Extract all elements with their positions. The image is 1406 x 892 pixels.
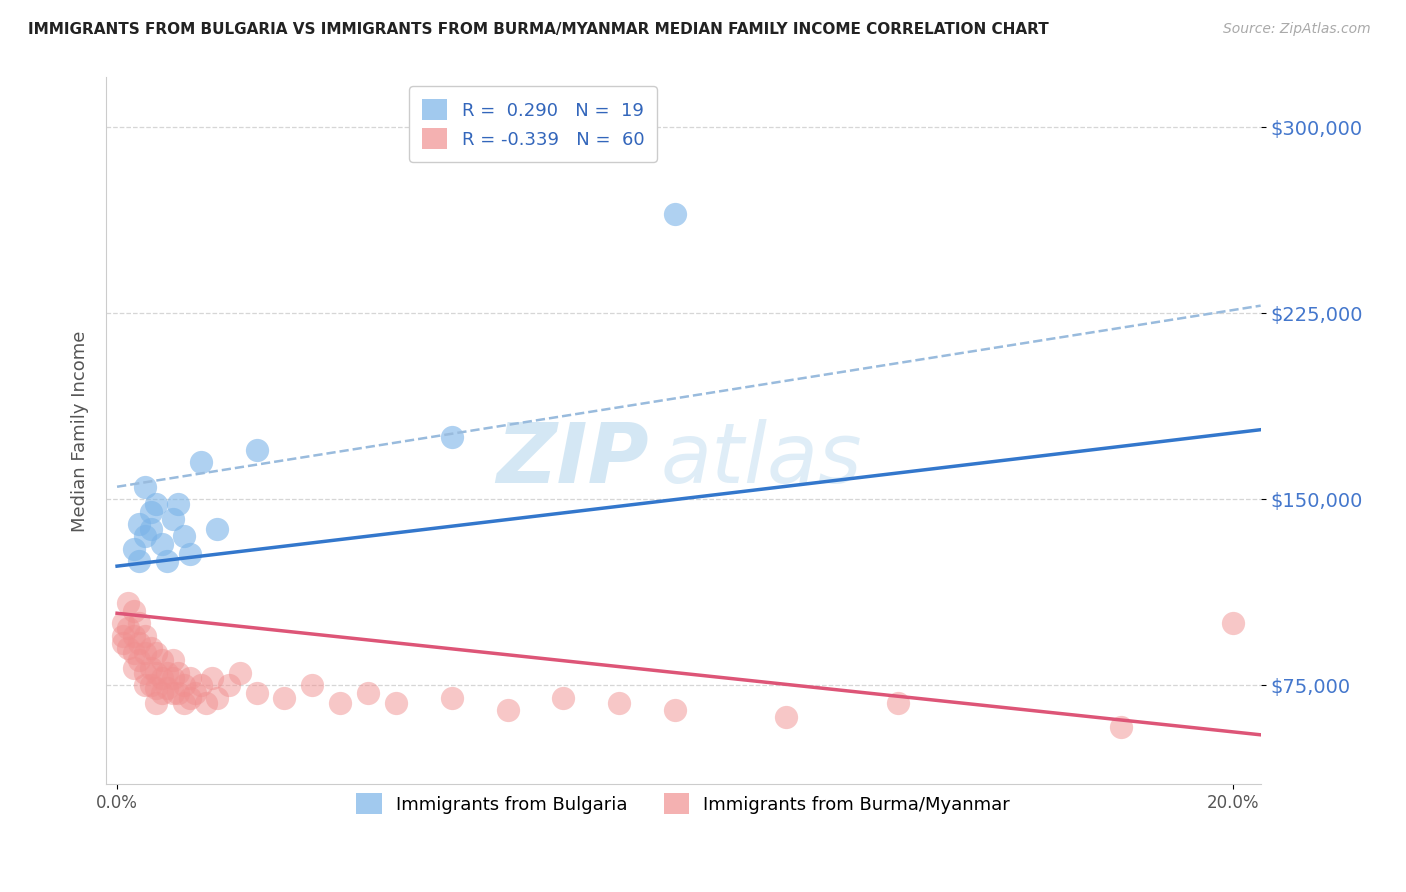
Point bbox=[128, 616, 150, 631]
Point bbox=[162, 671, 184, 685]
Point bbox=[207, 522, 229, 536]
Point bbox=[357, 686, 380, 700]
Point bbox=[201, 671, 224, 685]
Point bbox=[139, 678, 162, 692]
Point bbox=[167, 665, 190, 680]
Point bbox=[162, 653, 184, 667]
Point bbox=[162, 686, 184, 700]
Point bbox=[156, 665, 179, 680]
Point bbox=[173, 696, 195, 710]
Point bbox=[301, 678, 323, 692]
Point bbox=[385, 696, 408, 710]
Point bbox=[122, 629, 145, 643]
Point bbox=[190, 678, 212, 692]
Point bbox=[179, 547, 201, 561]
Point bbox=[775, 710, 797, 724]
Point bbox=[111, 636, 134, 650]
Point bbox=[145, 681, 167, 695]
Point bbox=[195, 696, 218, 710]
Point bbox=[1222, 616, 1244, 631]
Point bbox=[117, 621, 139, 635]
Point bbox=[150, 653, 173, 667]
Point bbox=[139, 640, 162, 655]
Point bbox=[139, 661, 162, 675]
Point bbox=[128, 636, 150, 650]
Point bbox=[122, 541, 145, 556]
Point bbox=[134, 480, 156, 494]
Point bbox=[122, 646, 145, 660]
Point bbox=[496, 703, 519, 717]
Point bbox=[664, 703, 686, 717]
Text: ZIP: ZIP bbox=[496, 418, 648, 500]
Point bbox=[173, 529, 195, 543]
Point bbox=[134, 665, 156, 680]
Point bbox=[553, 690, 575, 705]
Point bbox=[145, 646, 167, 660]
Point bbox=[150, 671, 173, 685]
Point bbox=[245, 686, 267, 700]
Point bbox=[167, 686, 190, 700]
Point bbox=[134, 646, 156, 660]
Point bbox=[156, 554, 179, 568]
Point bbox=[150, 686, 173, 700]
Point bbox=[329, 696, 352, 710]
Point bbox=[145, 696, 167, 710]
Point bbox=[122, 604, 145, 618]
Text: atlas: atlas bbox=[661, 418, 862, 500]
Text: IMMIGRANTS FROM BULGARIA VS IMMIGRANTS FROM BURMA/MYANMAR MEDIAN FAMILY INCOME C: IMMIGRANTS FROM BULGARIA VS IMMIGRANTS F… bbox=[28, 22, 1049, 37]
Point bbox=[245, 442, 267, 457]
Point bbox=[111, 616, 134, 631]
Point bbox=[117, 640, 139, 655]
Point bbox=[229, 665, 252, 680]
Point bbox=[1109, 720, 1132, 734]
Point bbox=[139, 522, 162, 536]
Point bbox=[150, 537, 173, 551]
Point bbox=[218, 678, 240, 692]
Point bbox=[139, 504, 162, 518]
Point bbox=[887, 696, 910, 710]
Point bbox=[440, 690, 463, 705]
Point bbox=[134, 529, 156, 543]
Y-axis label: Median Family Income: Median Family Income bbox=[72, 330, 89, 532]
Point bbox=[134, 678, 156, 692]
Text: Source: ZipAtlas.com: Source: ZipAtlas.com bbox=[1223, 22, 1371, 37]
Point bbox=[145, 497, 167, 511]
Point bbox=[162, 512, 184, 526]
Point bbox=[440, 430, 463, 444]
Point bbox=[117, 596, 139, 610]
Point bbox=[128, 653, 150, 667]
Legend: Immigrants from Bulgaria, Immigrants from Burma/Myanmar: Immigrants from Bulgaria, Immigrants fro… bbox=[346, 782, 1021, 825]
Point bbox=[664, 207, 686, 221]
Point bbox=[128, 516, 150, 531]
Point bbox=[173, 678, 195, 692]
Point bbox=[122, 661, 145, 675]
Point bbox=[156, 681, 179, 695]
Point bbox=[184, 686, 207, 700]
Point bbox=[111, 629, 134, 643]
Point bbox=[128, 554, 150, 568]
Point bbox=[273, 690, 295, 705]
Point bbox=[190, 455, 212, 469]
Point bbox=[207, 690, 229, 705]
Point bbox=[607, 696, 630, 710]
Point bbox=[167, 497, 190, 511]
Point bbox=[179, 690, 201, 705]
Point bbox=[145, 665, 167, 680]
Point bbox=[179, 671, 201, 685]
Point bbox=[134, 629, 156, 643]
